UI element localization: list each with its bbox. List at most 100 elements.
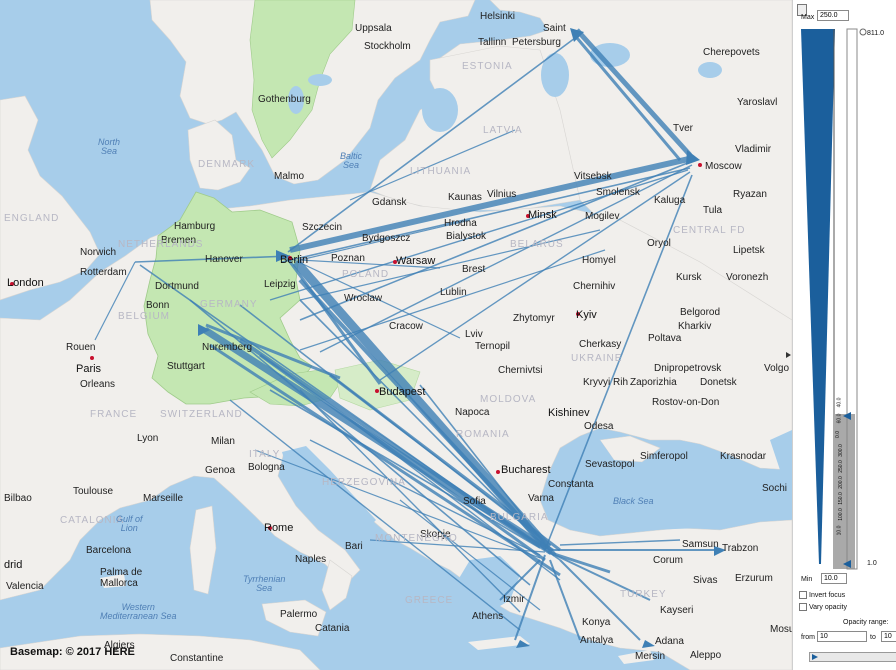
city-label-bilbao: Bilbao xyxy=(4,493,32,504)
flow-line xyxy=(283,254,382,385)
scale-ticks: 40.0 60.0 0.0 300.0 250.0 200.0 150.0 100.0 10.0 xyxy=(834,398,847,550)
flow-lines xyxy=(94,28,720,641)
city-label-leipzig: Leipzig xyxy=(264,279,296,290)
flow-line xyxy=(299,229,601,301)
city-label-krakow: Cracow xyxy=(389,321,423,332)
city-label-ryazan: Ryazan xyxy=(733,189,767,200)
city-label-belgorod: Belgorod xyxy=(680,307,721,318)
city-label-paris: Paris xyxy=(76,363,102,375)
region-label-catalonia: CATALONIA xyxy=(60,515,125,526)
arrowhead xyxy=(276,250,290,262)
flow-line xyxy=(549,559,581,641)
invert-focus-checkbox[interactable] xyxy=(799,591,807,599)
city-label-nuremberg: Nuremberg xyxy=(202,342,253,353)
panel-collapse-handle[interactable] xyxy=(786,352,791,358)
basemap xyxy=(0,0,792,670)
city-dot xyxy=(10,282,14,286)
city-label-tallinn: Tallinn xyxy=(478,37,507,48)
flow-line xyxy=(229,399,521,631)
vary-opacity-checkbox[interactable] xyxy=(799,603,807,611)
flow-line xyxy=(254,449,541,559)
city-label-lublin: Lublin xyxy=(440,287,467,298)
region-label-netherlands: NETHERLANDS xyxy=(118,239,204,250)
opacity-slider-handle[interactable] xyxy=(812,654,818,660)
max-input[interactable]: 250.0 xyxy=(817,10,849,21)
gulf-of-riga xyxy=(422,88,458,132)
city-label-constanta: Constanta xyxy=(548,479,594,490)
sea-caspian xyxy=(770,430,792,480)
flow-line xyxy=(299,219,471,261)
sea-label-western-med: Western Mediterranean Sea xyxy=(100,602,177,621)
scale-bottom-value: 1.0 xyxy=(867,560,877,567)
city-label-cherepovets: Cherepovets xyxy=(703,47,760,58)
region-label-ukraine: UKRAINE xyxy=(571,353,623,364)
city-label-sivas: Sivas xyxy=(693,575,718,586)
city-label-ternopil: Ternopil xyxy=(475,341,511,352)
city-label-hrodna: Hrodna xyxy=(444,218,477,229)
land-crimea xyxy=(599,435,661,463)
city-label-smolensk: Smolensk xyxy=(596,187,640,198)
land-north-africa xyxy=(0,633,321,670)
city-label-izmir: Izmir xyxy=(503,594,525,605)
city-label-minsk: Minsk xyxy=(528,209,557,221)
city-label-vitebsk: Vitsebsk xyxy=(574,171,612,182)
opacity-from-input[interactable]: 10 xyxy=(817,631,867,642)
city-dot xyxy=(576,312,580,316)
city-dot xyxy=(90,356,94,360)
city-label-corum: Corum xyxy=(653,555,684,566)
city-label-bologna: Bologna xyxy=(248,462,285,473)
arrowhead xyxy=(516,640,530,648)
city-label-malmo: Malmo xyxy=(274,171,305,182)
opacity-slider[interactable] xyxy=(809,652,896,662)
city-label-valencia: Valencia xyxy=(6,581,44,592)
min-input[interactable]: 10.0 xyxy=(821,573,847,584)
city-label-simferopol: Simferopol xyxy=(640,451,688,462)
gulf-of-finland xyxy=(460,20,540,36)
city-label-chernivtsi: Chernivtsi xyxy=(498,365,543,376)
upper-handle[interactable] xyxy=(843,412,851,420)
city-label-norwich: Norwich xyxy=(80,247,117,258)
city-label-uppsala: Uppsala xyxy=(355,23,392,34)
filter-panel: Max 250.0 811.0 1.0 40.0 60.0 0.0 300.0 250.… xyxy=(792,0,896,670)
map-view[interactable]: Helsinki Saint Petersburg Tallinn Uppsala Sto… xyxy=(0,0,792,670)
range-bar xyxy=(835,414,855,569)
city-label-tula: Tula xyxy=(703,205,723,216)
city-markers xyxy=(10,163,702,530)
land-balearics xyxy=(100,574,126,588)
city-label-wroclaw: Wroclaw xyxy=(344,293,383,304)
flow-line xyxy=(139,264,561,561)
scale-tick-label: 100.0 xyxy=(837,508,844,521)
region-label-italy: ITALY xyxy=(249,449,281,460)
lower-handle[interactable] xyxy=(843,560,851,568)
city-label-zaporizhia: Zaporizhia xyxy=(630,377,677,388)
flow-line xyxy=(134,255,291,263)
flow-line xyxy=(349,419,561,581)
panel-menu-button[interactable] xyxy=(797,4,807,16)
city-label-voronezh: Voronezh xyxy=(726,272,769,283)
city-label-budapest: Budapest xyxy=(379,386,426,398)
sea-label-north-sea: North Sea xyxy=(98,137,121,156)
land-calabria xyxy=(321,559,353,611)
flow-line xyxy=(299,299,543,545)
city-label-stuttgart: Stuttgart xyxy=(167,361,205,372)
opacity-to-input[interactable]: 10 xyxy=(881,631,896,642)
scale-tick-label: 0.0 xyxy=(834,431,841,438)
city-dot xyxy=(526,214,530,218)
city-label-helsinki: Helsinki xyxy=(480,11,516,22)
arrowhead xyxy=(686,150,700,165)
city-label-hamburg: Hamburg xyxy=(174,221,216,232)
region-label-england: ENGLAND xyxy=(4,213,60,224)
city-label-toulouse: Toulouse xyxy=(73,486,114,497)
land-britain xyxy=(0,95,101,301)
flow-line xyxy=(575,28,692,157)
city-label-trabzon: Trabzon xyxy=(722,543,759,554)
city-label-marseille: Marseille xyxy=(143,493,184,504)
city-label-palma: Palma de xyxy=(100,567,143,578)
city-label-london: London xyxy=(7,277,44,289)
region-label-lithuania: LITHUANIA xyxy=(410,166,472,177)
city-label-napoca: Napoca xyxy=(455,407,490,418)
city-label-volgo: Volgo xyxy=(764,363,790,374)
scale-track xyxy=(846,28,858,570)
city-label-lviv: Lviv xyxy=(465,329,483,340)
region-label-montenegro: MONTENEGRO xyxy=(375,533,458,544)
